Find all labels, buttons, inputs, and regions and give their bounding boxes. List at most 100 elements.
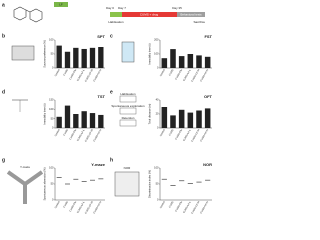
x-tick-label: CUMS+LF-L <box>76 128 86 142</box>
chart-title: SPT <box>97 34 105 39</box>
x-tick-label: CUMS+LF-M <box>191 69 201 83</box>
x-tick-label: Control <box>159 128 166 137</box>
x-tick-label: Control <box>54 200 61 209</box>
panel-label: b <box>2 33 5 39</box>
timeline-end: Sacrifice <box>193 20 205 24</box>
bar <box>56 45 62 68</box>
bar <box>196 110 202 128</box>
timeline-day: Day 7 <box>118 6 126 10</box>
x-tick-label: CUMS+LF-L <box>182 68 192 82</box>
y-axis-label: Total distance (m) <box>148 104 152 125</box>
bar <box>73 114 79 128</box>
x-tick-label: CUMS+Flx <box>69 200 78 212</box>
y-tick-label: 0 <box>157 126 159 130</box>
bar <box>204 56 211 68</box>
bar <box>73 47 79 68</box>
y-tick-label: 0 <box>52 198 54 202</box>
x-tick-label: Control <box>159 68 166 77</box>
water-tank-illustration <box>121 41 135 63</box>
timeline-segment <box>122 12 177 17</box>
y-tick-label: 50 <box>51 52 54 56</box>
x-tick-label: CUMS+Flx <box>69 68 78 80</box>
segment-label: CUMS + drug <box>140 12 159 16</box>
panel-label: g <box>2 157 5 163</box>
y-axis-label: Spontaneous alternation (%) <box>43 167 47 200</box>
bar <box>98 47 104 68</box>
x-tick-label: CUMS+LF-L <box>76 200 86 214</box>
y-tick-label: 100 <box>154 52 159 56</box>
page: a LF Habituation CUMS + drug Behavioral … <box>2 2 213 215</box>
bar <box>178 109 185 128</box>
x-tick-label: CUMS+LF-H <box>93 129 103 143</box>
x-tick-label: CUMS+Flx <box>69 128 78 140</box>
y-tick-label: 0 <box>52 126 54 130</box>
y-tick-label: 20 <box>156 112 159 116</box>
panel-label: c <box>110 33 113 39</box>
bar <box>178 56 185 68</box>
x-tick-label: CUMS <box>168 200 174 208</box>
y-tick-label: 150 <box>49 98 54 102</box>
x-tick-label: CUMS <box>63 200 69 208</box>
y-tick-label: 0 <box>52 66 54 70</box>
molecule <box>29 8 43 23</box>
bar <box>89 47 96 68</box>
panel-label: d <box>2 89 5 95</box>
timeline-day: Day 0 <box>106 6 114 10</box>
chart-title: TST <box>97 94 105 99</box>
molecule-bond <box>25 9 31 13</box>
y-tick-label: 50 <box>51 182 54 186</box>
x-tick-label: CUMS+LF-M <box>84 201 94 215</box>
y-maze-illustration <box>6 170 44 204</box>
chart-title: NOR <box>203 162 212 167</box>
y-tick-label: 50 <box>156 182 159 186</box>
diagram-label: NOR <box>124 166 132 170</box>
chart-title: Y-maze <box>91 162 106 167</box>
y-axis-label: Sucrose preference (%) <box>43 40 47 68</box>
molecule <box>13 6 27 21</box>
diagram-label: Retention <box>122 116 135 120</box>
nor-arena-illustration <box>114 171 140 197</box>
figure: a LF Habituation CUMS + drug Behavioral … <box>2 2 213 215</box>
panel-label: a <box>2 2 5 8</box>
bar <box>81 111 87 128</box>
arena-illustration <box>119 119 137 127</box>
segment-label: Behavioral tests <box>180 12 202 16</box>
bar <box>56 116 62 128</box>
bar <box>204 108 211 128</box>
x-tick-label: Control <box>159 200 166 209</box>
bar <box>170 115 176 128</box>
y-tick-label: 40 <box>156 98 159 102</box>
x-tick-label: CUMS+LF-M <box>191 129 201 143</box>
bar <box>64 105 71 128</box>
bar <box>89 113 96 128</box>
x-tick-label: CUMS+LF-H <box>200 129 210 143</box>
bar <box>161 107 168 128</box>
x-tick-label: CUMS <box>63 68 69 76</box>
arena-illustration <box>119 107 137 115</box>
x-tick-label: CUMS <box>168 68 174 76</box>
x-tick-label: CUMS+LF-H <box>93 69 103 83</box>
bar <box>81 48 87 68</box>
x-tick-label: CUMS+Flx <box>175 128 184 140</box>
compound-name: LF <box>59 2 63 6</box>
y-tick-label: 100 <box>49 38 54 42</box>
chart-title: FST <box>204 34 212 39</box>
x-tick-label: CUMS+LF-H <box>200 69 210 83</box>
timeline-day: Day 35 <box>172 6 182 10</box>
y-axis-label: Immobility time (s) <box>43 103 47 124</box>
segment-label: Habituation <box>108 20 124 24</box>
bar <box>187 54 194 68</box>
y-axis-label: Immobility time (s) <box>148 43 152 64</box>
x-tick-label: CUMS+LF-L <box>76 68 86 82</box>
panel-label: h <box>110 157 113 163</box>
bar <box>161 58 168 68</box>
x-tick-label: CUMS+LF-L <box>182 128 192 142</box>
x-tick-label: CUMS+LF-L <box>182 200 192 214</box>
x-tick-label: CUMS <box>63 128 69 136</box>
x-tick-label: CUMS+LF-H <box>93 201 103 215</box>
y-axis-label: Discrimination index (%) <box>148 170 152 198</box>
chart-title: OFT <box>204 94 213 99</box>
y-tick-label: 100 <box>154 166 159 170</box>
diagram-label: Y-maze <box>20 165 30 169</box>
arena-illustration <box>119 95 137 103</box>
